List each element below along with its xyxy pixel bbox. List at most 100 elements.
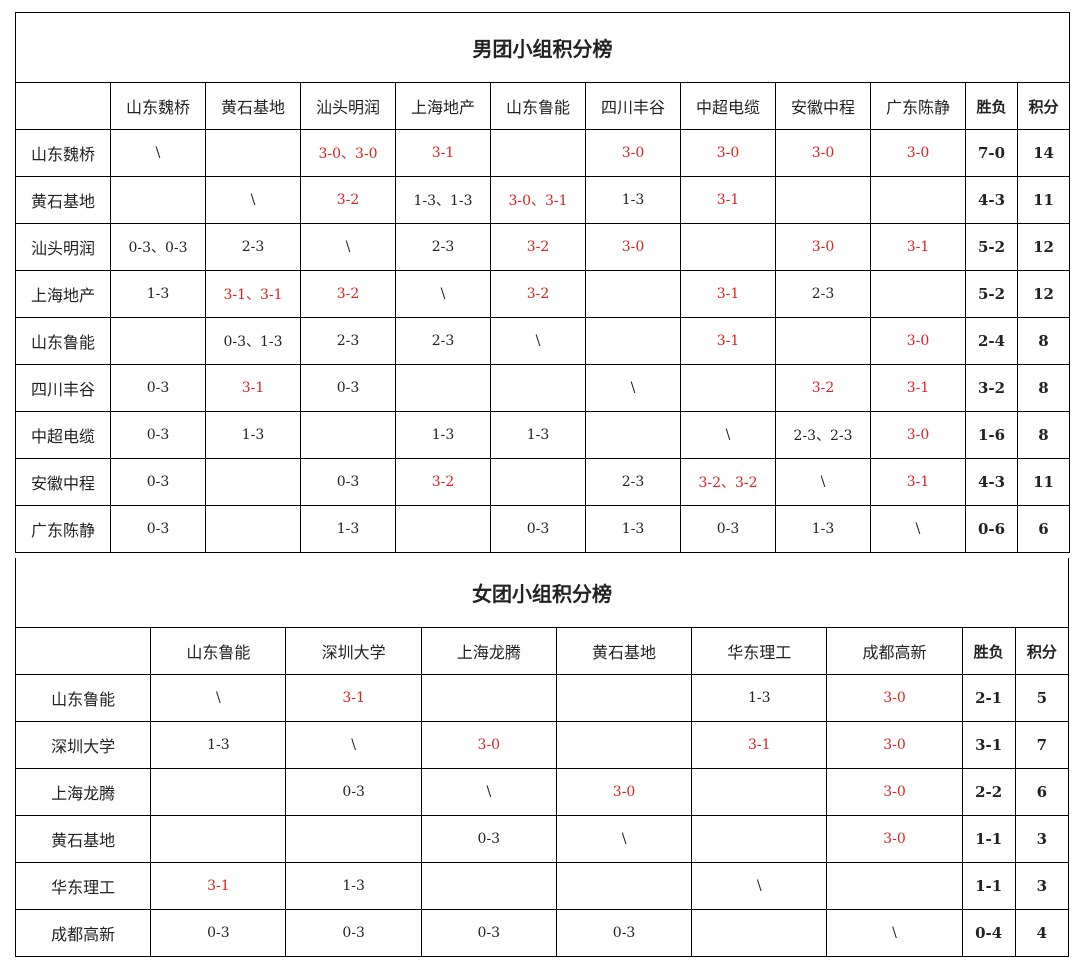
- score-cell: 0-3: [110, 411, 206, 459]
- score-cell: [870, 176, 966, 224]
- points-cell: 3: [1014, 862, 1070, 910]
- score-cell: 3-1、3-1: [205, 270, 301, 318]
- win-loss-cell: 1-1: [961, 862, 1016, 910]
- score-cell: [110, 317, 206, 365]
- women-standings-table: 女团小组积分榜 山东鲁能 深圳大学 上海龙腾 黄石基地 华东理工 成都高新 胜负 积分 山东鲁…: [14, 558, 1070, 957]
- women-table-title: 女团小组积分榜: [15, 558, 1069, 628]
- score-cell: 0-3: [110, 458, 206, 506]
- score-cell: \: [826, 909, 963, 957]
- score-cell: [555, 721, 693, 769]
- score-cell: 1-3: [205, 411, 301, 459]
- score-cell: 1-3: [110, 270, 206, 318]
- score-cell: 1-3: [585, 176, 681, 224]
- score-cell: 0-3: [150, 909, 287, 957]
- score-cell: [585, 317, 681, 365]
- score-cell: 0-3、0-3: [110, 223, 206, 271]
- score-cell: 3-0: [826, 768, 963, 816]
- win-loss-cell: 4-3: [965, 176, 1018, 224]
- win-loss-cell: 0-4: [961, 909, 1016, 957]
- score-cell: \: [691, 862, 828, 910]
- score-cell: 0-3: [110, 505, 206, 553]
- row-header-team: 深圳大学: [14, 721, 152, 769]
- score-cell: 3-1: [680, 317, 776, 365]
- score-cell: [395, 505, 491, 553]
- score-cell: [555, 862, 693, 910]
- score-cell: [680, 223, 776, 271]
- score-cell: 3-1: [680, 176, 776, 224]
- column-header-team: 黄石基地: [205, 82, 301, 130]
- points-cell: 8: [1017, 411, 1070, 459]
- score-cell: 3-0: [680, 129, 776, 177]
- score-cell: 3-1: [691, 721, 828, 769]
- score-cell: [395, 364, 491, 412]
- points-cell: 6: [1014, 768, 1070, 816]
- points-cell: 12: [1017, 223, 1070, 271]
- column-header-team: 上海地产: [395, 82, 491, 130]
- row-header-team: 中超电缆: [15, 411, 111, 459]
- table-row: 山东鲁能 0-3、1-3 2-3 2-3 \ 3-1 3-0 2-4 8: [15, 317, 1070, 365]
- score-cell: [205, 458, 301, 506]
- score-cell: 0-3: [300, 458, 396, 506]
- score-cell: 2-3: [395, 223, 491, 271]
- score-cell: 3-0: [555, 768, 693, 816]
- points-cell: 7: [1014, 721, 1070, 769]
- table-row: 上海地产 1-3 3-1、3-1 3-2 \ 3-2 3-1 2-3 5-2 12: [15, 270, 1070, 318]
- win-loss-cell: 5-2: [965, 270, 1018, 318]
- score-cell: 0-3: [420, 815, 557, 863]
- score-cell: 3-0: [870, 411, 966, 459]
- score-cell: 2-3: [585, 458, 681, 506]
- column-header-win-loss: 胜负: [965, 82, 1018, 130]
- score-cell: 3-0: [775, 223, 871, 271]
- table-row: 山东魏桥 \ 3-0、3-0 3-1 3-0 3-0 3-0 3-0 7-0 14: [15, 129, 1070, 177]
- column-header-win-loss: 胜负: [961, 627, 1016, 675]
- win-loss-cell: 1-6: [965, 411, 1018, 459]
- score-cell: [205, 129, 301, 177]
- column-header-team: 中超电缆: [680, 82, 776, 130]
- points-cell: 3: [1014, 815, 1070, 863]
- win-loss-cell: 7-0: [965, 129, 1018, 177]
- score-cell: [691, 909, 828, 957]
- table-row: 成都高新 0-3 0-3 0-3 0-3 \ 0-4 4: [14, 909, 1070, 957]
- score-cell: 1-3: [585, 505, 681, 553]
- row-header-team: 华东理工: [14, 862, 152, 910]
- score-cell: 1-3: [490, 411, 586, 459]
- score-cell: 3-2: [395, 458, 491, 506]
- row-header-team: 山东鲁能: [14, 674, 152, 722]
- score-cell: 2-3、2-3: [775, 411, 871, 459]
- score-cell: [300, 411, 396, 459]
- column-header-team: 四川丰谷: [585, 82, 681, 130]
- score-cell: \: [870, 505, 966, 553]
- score-cell: 0-3: [285, 909, 422, 957]
- column-header-team: 华东理工: [691, 627, 828, 675]
- score-cell: 2-3: [395, 317, 491, 365]
- score-cell: [420, 674, 557, 722]
- table-row: 广东陈静 0-3 1-3 0-3 1-3 0-3 1-3 \ 0-6 6: [15, 505, 1070, 553]
- score-cell: 1-3: [150, 721, 287, 769]
- points-cell: 8: [1017, 364, 1070, 412]
- score-cell: 2-3: [205, 223, 301, 271]
- score-cell: 1-3: [775, 505, 871, 553]
- column-header-points: 积分: [1017, 82, 1070, 130]
- score-cell: 1-3: [395, 411, 491, 459]
- table-row: 深圳大学 1-3 \ 3-0 3-1 3-0 3-1 7: [14, 721, 1070, 769]
- row-header-team: 山东魏桥: [15, 129, 111, 177]
- score-cell: [285, 815, 422, 863]
- score-cell: 1-3: [285, 862, 422, 910]
- score-cell: [870, 270, 966, 318]
- column-header-points: 积分: [1014, 627, 1070, 675]
- score-cell: 3-2: [300, 270, 396, 318]
- score-cell: 3-0: [826, 674, 963, 722]
- score-cell: [420, 862, 557, 910]
- table-row: 上海龙腾 0-3 \ 3-0 3-0 2-2 6: [14, 768, 1070, 816]
- score-cell: [691, 815, 828, 863]
- win-loss-cell: 0-6: [965, 505, 1018, 553]
- column-header-team: 广东陈静: [870, 82, 966, 130]
- points-cell: 12: [1017, 270, 1070, 318]
- score-cell: [150, 768, 287, 816]
- score-cell: 3-0: [585, 223, 681, 271]
- score-cell: 3-0: [420, 721, 557, 769]
- win-loss-cell: 2-4: [965, 317, 1018, 365]
- score-cell: [490, 458, 586, 506]
- row-header-team: 黄石基地: [15, 176, 111, 224]
- win-loss-cell: 4-3: [965, 458, 1018, 506]
